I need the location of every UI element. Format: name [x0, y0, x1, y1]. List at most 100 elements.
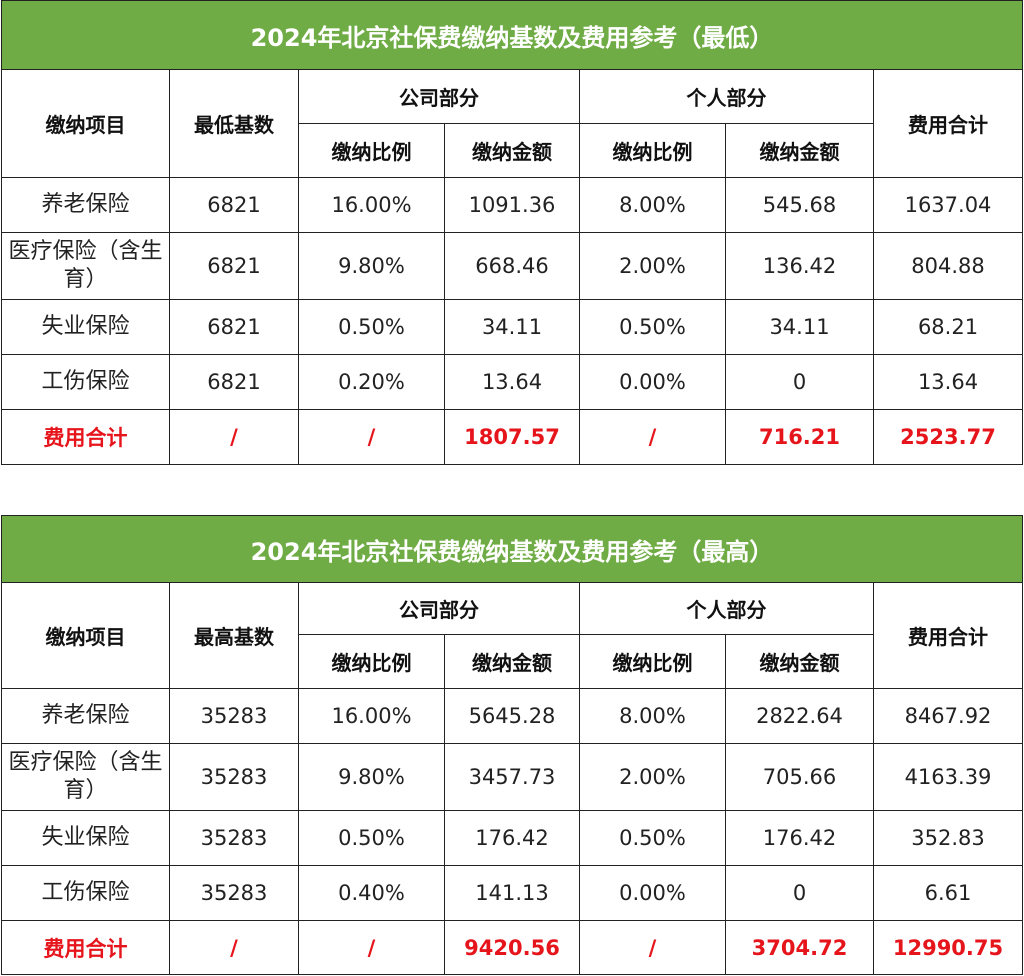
social-security-table-minimum: 2024年北京社保费缴纳基数及费用参考（最低） 缴纳项目 最低基数 公司部分 个… — [1, 0, 1023, 465]
row-company-rate: 0.40% — [298, 865, 445, 921]
row-base: 6821 — [169, 177, 299, 233]
table-row: 养老保险 35283 16.00% 5645.28 8.00% 2822.64 … — [1, 688, 1023, 744]
header-company: 公司部分 — [298, 582, 580, 635]
summary-base: / — [169, 920, 299, 975]
row-personal-amount: 545.68 — [725, 177, 874, 233]
summary-total: 2523.77 — [873, 409, 1023, 465]
row-base: 35283 — [169, 865, 299, 921]
row-personal-rate: 8.00% — [579, 688, 726, 744]
row-company-amount: 141.13 — [444, 865, 580, 921]
row-base: 6821 — [169, 232, 299, 300]
row-name: 失业保险 — [1, 810, 170, 866]
header-personal-rate: 缴纳比例 — [579, 123, 726, 178]
summary-personal-amount: 3704.72 — [725, 920, 874, 975]
header-company-amount: 缴纳金额 — [444, 123, 580, 178]
row-personal-rate: 0.50% — [579, 299, 726, 355]
row-company-amount: 668.46 — [444, 232, 580, 300]
row-total: 1637.04 — [873, 177, 1023, 233]
summary-total: 12990.75 — [873, 920, 1023, 975]
header-company-rate: 缴纳比例 — [298, 123, 445, 178]
header-company-rate: 缴纳比例 — [298, 634, 445, 689]
row-personal-amount: 0 — [725, 354, 874, 410]
row-company-rate: 0.50% — [298, 299, 445, 355]
row-personal-rate: 2.00% — [579, 743, 726, 811]
row-company-amount: 13.64 — [444, 354, 580, 410]
row-total: 68.21 — [873, 299, 1023, 355]
social-security-table-maximum: 2024年北京社保费缴纳基数及费用参考（最高） 缴纳项目 最高基数 公司部分 个… — [1, 515, 1023, 975]
row-personal-amount: 136.42 — [725, 232, 874, 300]
summary-row: 费用合计 / / 9420.56 / 3704.72 12990.75 — [1, 920, 1023, 975]
row-total: 4163.39 — [873, 743, 1023, 811]
row-personal-rate: 2.00% — [579, 232, 726, 300]
header-personal-amount: 缴纳金额 — [725, 634, 874, 689]
header-company-amount: 缴纳金额 — [444, 634, 580, 689]
row-company-rate: 16.00% — [298, 688, 445, 744]
table-row: 工伤保险 6821 0.20% 13.64 0.00% 0 13.64 — [1, 354, 1023, 410]
header-item: 缴纳项目 — [1, 69, 170, 178]
row-personal-amount: 2822.64 — [725, 688, 874, 744]
row-personal-amount: 176.42 — [725, 810, 874, 866]
header-company: 公司部分 — [298, 69, 580, 124]
table-row: 医疗保险（含生育） 35283 9.80% 3457.73 2.00% 705.… — [1, 743, 1023, 811]
row-total: 6.61 — [873, 865, 1023, 921]
row-base: 6821 — [169, 299, 299, 355]
row-personal-rate: 0.00% — [579, 865, 726, 921]
row-name: 养老保险 — [1, 688, 170, 744]
row-base: 35283 — [169, 743, 299, 811]
header-total: 费用合计 — [873, 582, 1023, 689]
summary-company-rate: / — [298, 920, 445, 975]
row-total: 352.83 — [873, 810, 1023, 866]
row-personal-amount: 705.66 — [725, 743, 874, 811]
row-personal-rate: 0.50% — [579, 810, 726, 866]
row-company-amount: 3457.73 — [444, 743, 580, 811]
row-company-rate: 0.50% — [298, 810, 445, 866]
row-company-rate: 9.80% — [298, 232, 445, 300]
table-title: 2024年北京社保费缴纳基数及费用参考（最高） — [1, 515, 1023, 583]
summary-personal-amount: 716.21 — [725, 409, 874, 465]
row-company-rate: 16.00% — [298, 177, 445, 233]
row-company-rate: 0.20% — [298, 354, 445, 410]
row-personal-rate: 0.00% — [579, 354, 726, 410]
summary-row: 费用合计 / / 1807.57 / 716.21 2523.77 — [1, 409, 1023, 465]
row-name: 工伤保险 — [1, 865, 170, 921]
header-base: 最高基数 — [169, 582, 299, 689]
row-personal-rate: 8.00% — [579, 177, 726, 233]
row-total: 804.88 — [873, 232, 1023, 300]
header-personal-rate: 缴纳比例 — [579, 634, 726, 689]
summary-name: 费用合计 — [1, 409, 170, 465]
row-total: 8467.92 — [873, 688, 1023, 744]
row-company-amount: 5645.28 — [444, 688, 580, 744]
header-base: 最低基数 — [169, 69, 299, 178]
row-company-rate: 9.80% — [298, 743, 445, 811]
row-company-amount: 34.11 — [444, 299, 580, 355]
summary-base: / — [169, 409, 299, 465]
summary-personal-rate: / — [579, 409, 726, 465]
row-company-amount: 176.42 — [444, 810, 580, 866]
row-company-amount: 1091.36 — [444, 177, 580, 233]
row-name: 养老保险 — [1, 177, 170, 233]
row-name: 医疗保险（含生育） — [1, 232, 170, 300]
header-personal: 个人部分 — [579, 582, 874, 635]
table-title: 2024年北京社保费缴纳基数及费用参考（最低） — [1, 0, 1023, 70]
row-name: 医疗保险（含生育） — [1, 743, 170, 811]
summary-company-amount: 9420.56 — [444, 920, 580, 975]
row-total: 13.64 — [873, 354, 1023, 410]
header-personal-amount: 缴纳金额 — [725, 123, 874, 178]
row-name: 失业保险 — [1, 299, 170, 355]
row-name: 工伤保险 — [1, 354, 170, 410]
table-row: 失业保险 35283 0.50% 176.42 0.50% 176.42 352… — [1, 810, 1023, 866]
summary-company-amount: 1807.57 — [444, 409, 580, 465]
row-personal-amount: 0 — [725, 865, 874, 921]
table-row: 失业保险 6821 0.50% 34.11 0.50% 34.11 68.21 — [1, 299, 1023, 355]
summary-name: 费用合计 — [1, 920, 170, 975]
row-base: 6821 — [169, 354, 299, 410]
row-base: 35283 — [169, 810, 299, 866]
summary-personal-rate: / — [579, 920, 726, 975]
header-total: 费用合计 — [873, 69, 1023, 178]
header-item: 缴纳项目 — [1, 582, 170, 689]
summary-company-rate: / — [298, 409, 445, 465]
row-base: 35283 — [169, 688, 299, 744]
table-row: 养老保险 6821 16.00% 1091.36 8.00% 545.68 16… — [1, 177, 1023, 233]
table-row: 工伤保险 35283 0.40% 141.13 0.00% 0 6.61 — [1, 865, 1023, 921]
header-personal: 个人部分 — [579, 69, 874, 124]
